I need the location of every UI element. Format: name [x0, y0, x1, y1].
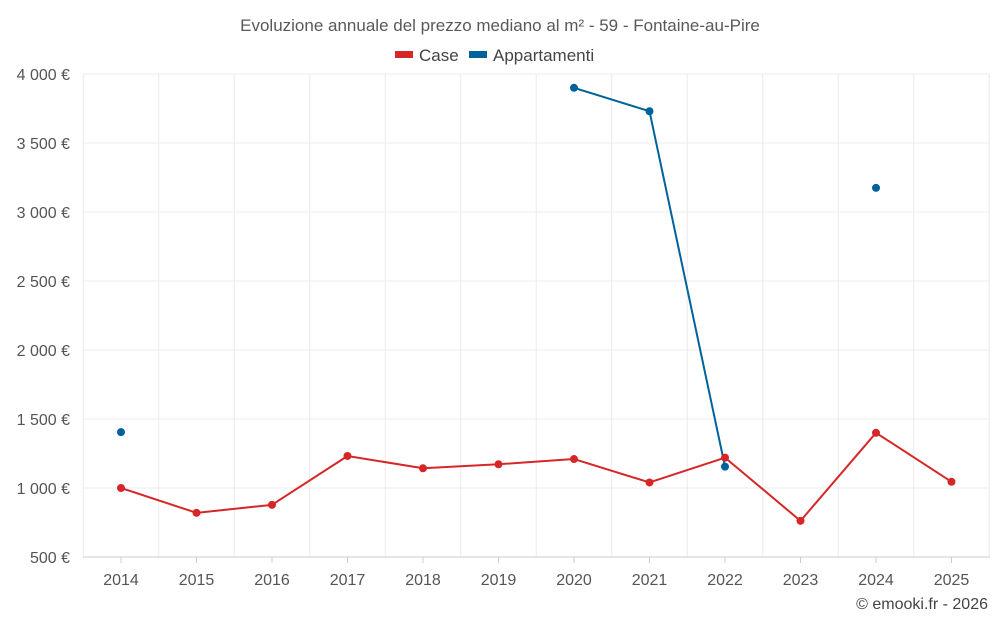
- x-tick-label: 2016: [254, 572, 290, 589]
- series-line-case: [573, 458, 650, 484]
- series-line-appartamenti: [573, 86, 650, 113]
- data-point-appartamenti-2014[interactable]: [117, 428, 125, 437]
- series-line-case: [422, 463, 499, 470]
- series-line-case: [724, 456, 802, 522]
- series-line-case: [649, 456, 726, 484]
- y-tick-label: 4 000 €: [17, 67, 70, 84]
- data-point-case-2023[interactable]: [796, 516, 805, 525]
- legend-item-case[interactable]: Case: [395, 46, 459, 65]
- x-tick-label: 2019: [481, 572, 517, 589]
- y-tick-label: 1 000 €: [17, 481, 70, 498]
- x-tick-label: 2023: [783, 572, 819, 589]
- legend-item-appartamenti[interactable]: Appartamenti: [469, 46, 594, 65]
- data-point-case-2022[interactable]: [721, 453, 729, 462]
- data-point-case-2018[interactable]: [419, 464, 427, 473]
- x-tick-label: 2025: [934, 572, 970, 589]
- data-point-case-2016[interactable]: [268, 500, 276, 509]
- x-tick-label: 2017: [330, 572, 366, 589]
- data-point-appartamenti-2020[interactable]: [570, 83, 578, 92]
- data-point-case-2020[interactable]: [570, 455, 578, 464]
- y-axis: 500 € 1 000 € 1 500 € 2 000 € 2 500 € 3 000 €…: [17, 67, 70, 567]
- data-point-appartamenti-2022[interactable]: [721, 462, 729, 471]
- legend-swatch-case: [395, 51, 413, 58]
- data-point-case-2017[interactable]: [343, 451, 352, 460]
- y-tick-label: 3 000 €: [17, 205, 70, 222]
- series-line-case: [271, 455, 349, 506]
- data-point-case-2015[interactable]: [192, 508, 201, 517]
- data-point-case-2021[interactable]: [645, 478, 654, 487]
- chart-title: Evoluzione annuale del prezzo mediano al…: [240, 16, 760, 35]
- series-layer: [117, 83, 956, 525]
- data-point-case-2014[interactable]: [117, 484, 125, 492]
- credit-text: © emooki.fr - 2026: [856, 596, 988, 613]
- data-point-appartamenti-2024[interactable]: [872, 183, 880, 192]
- x-tick-label: 2022: [707, 572, 743, 589]
- series-line-case: [120, 487, 197, 514]
- series-line-case: [875, 431, 953, 483]
- series-line-case: [196, 503, 273, 514]
- series-line-case: [498, 458, 575, 466]
- data-point-case-2024[interactable]: [872, 428, 880, 437]
- x-tick-label: 2024: [858, 572, 894, 589]
- y-tick-label: 500 €: [30, 550, 70, 567]
- y-tick-label: 2 000 €: [17, 343, 70, 360]
- x-tick-label: 2014: [103, 572, 139, 589]
- series-line-case: [347, 454, 424, 470]
- legend-label-case: Case: [419, 46, 459, 65]
- x-tick-label: 2021: [632, 572, 668, 589]
- x-tick-label: 2018: [405, 572, 441, 589]
- legend: Case Appartamenti: [395, 46, 594, 65]
- data-point-case-2025[interactable]: [947, 477, 956, 486]
- y-tick-label: 1 500 €: [17, 412, 70, 429]
- legend-swatch-appartamenti: [469, 51, 487, 58]
- data-point-appartamenti-2021[interactable]: [645, 107, 654, 116]
- x-tick-label: 2020: [556, 572, 592, 589]
- series-line-appartamenti: [648, 111, 726, 467]
- data-point-case-2019[interactable]: [494, 460, 503, 469]
- legend-label-appartamenti: Appartamenti: [493, 46, 594, 65]
- y-tick-label: 3 500 €: [17, 136, 70, 153]
- x-axis: 2014 2015 2016 2017 2018 2019 2020 2021 2022 2023…: [103, 557, 969, 589]
- grid: [82, 73, 990, 558]
- y-tick-label: 2 500 €: [17, 274, 70, 291]
- series-line-case: [799, 432, 877, 522]
- x-tick-label: 2015: [179, 572, 215, 589]
